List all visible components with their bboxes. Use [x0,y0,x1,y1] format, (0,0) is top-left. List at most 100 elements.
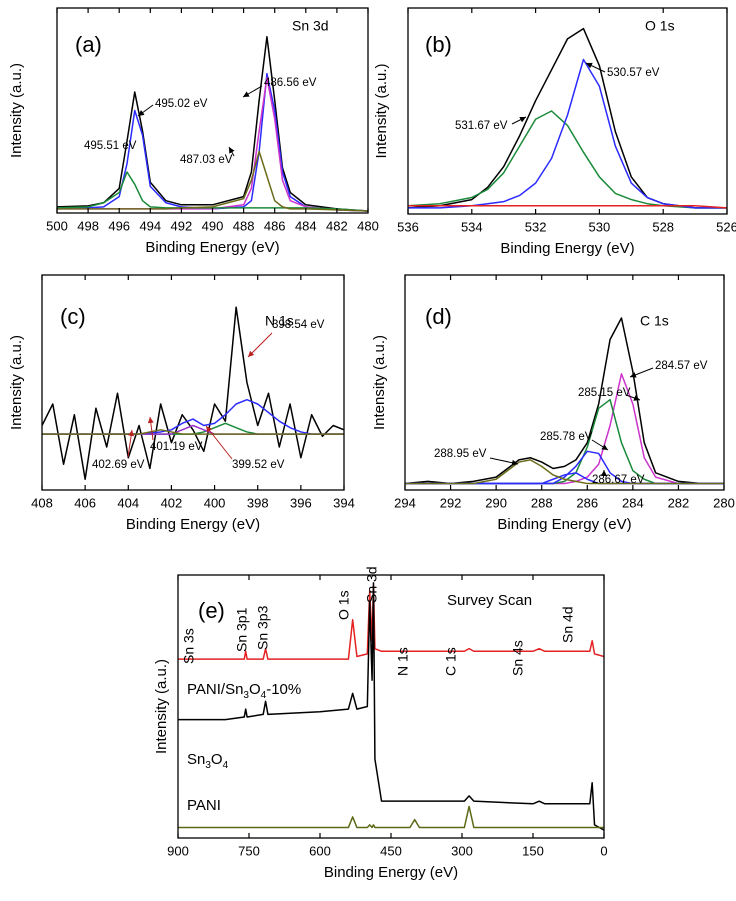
annotation: N 1s [395,647,411,676]
annotation-arrow [585,62,606,73]
annotation: 285.15 eV [578,387,631,399]
panel-letter: (a) [75,32,102,57]
annotation-arrow [511,116,527,125]
y-axis-label: Intensity (a.u.) [8,63,25,158]
x-axis-label: Binding Energy (eV) [497,516,631,533]
panel-letter: (c) [60,304,86,329]
x-tick-label: 406 [74,495,96,510]
panel: 408 406 404 402 400 398 396 394 Binding Energy (… [8,274,355,533]
x-tick-label: 498 [77,218,99,233]
annotation-arrow [591,439,609,451]
annotation-arrow [137,104,154,117]
x-tick-label: 300 [451,843,473,858]
annotation-arrow [228,146,235,157]
x-axis-label: Binding Energy (eV) [126,516,260,533]
x-tick-label: 528 [652,219,674,234]
x-tick-label: 404 [117,495,139,510]
annotation: Sn 3p3 [255,605,271,650]
series-label: Sn3O4 [187,751,229,771]
x-tick-label: 480 [357,218,379,233]
x-tick-label: 492 [171,218,193,233]
plot-frame [41,274,345,491]
x-tick-label: 290 [485,495,507,510]
annotation: 284.57 eV [655,360,708,372]
annotation: 486.56 eV [264,77,317,89]
annotation: 285.78 eV [540,431,593,443]
x-tick-label: 396 [290,495,312,510]
annotation: 531.67 eV [455,120,508,132]
panel-title: Sn 3d [292,18,329,34]
spectrum-line [408,27,727,209]
panel-title: Survey Scan [447,592,532,609]
panel: 536 534 532 530 528 526 Binding Energy (eV) Int… [373,7,736,257]
spectrum-line [405,459,724,485]
annotation-arrow [489,457,519,466]
annotation-arrow [147,416,154,441]
plot-frame [407,7,728,215]
annotation: 495.02 eV [155,98,208,110]
annotation-arrow [625,394,641,401]
x-tick-label: 750 [238,843,260,858]
panel-title: C 1s [640,313,669,329]
x-tick-label: 488 [233,218,255,233]
x-tick-label: 280 [713,495,735,510]
spectrum-line [405,317,724,485]
panel-title: N 1s [265,313,294,329]
annotation-arrow [127,429,135,458]
annotation: Sn 3s [181,628,197,664]
y-axis-label: Intensity (a.u.) [371,335,388,430]
annotation: 402.69 eV [92,459,145,471]
x-tick-label: 900 [167,843,189,858]
spectrum-line [408,110,727,209]
x-tick-label: 494 [139,218,161,233]
x-tick-label: 482 [326,218,348,233]
annotation: 288.95 eV [434,448,487,460]
panel-title: O 1s [645,18,675,34]
plot-frame [404,274,725,491]
x-tick-label: 536 [397,219,419,234]
x-tick-label: 450 [380,843,402,858]
x-tick-label: 408 [31,495,53,510]
panel-letter: (b) [425,32,452,57]
spectrum-line [178,582,604,831]
spectrum-line [178,805,604,829]
x-tick-label: 284 [622,495,644,510]
x-tick-label: 288 [531,495,553,510]
x-tick-label: 294 [394,495,416,510]
x-tick-label: 402 [161,495,183,510]
panel-letter: (d) [425,304,452,329]
x-axis-label: Binding Energy (eV) [324,864,458,881]
x-tick-label: 286 [576,495,598,510]
annotation: Sn 4d [560,606,576,643]
annotation: Sn 3p1 [234,607,250,652]
x-tick-label: 532 [525,219,547,234]
plot-frame [56,7,369,214]
x-tick-label: 400 [204,495,226,510]
x-tick-label: 150 [522,843,544,858]
panel: PANI/Sn3O4-10% Sn3O4 PANI 900 750 600 450 300 15… [153,574,608,881]
annotation: 495.51 eV [84,140,137,152]
spectrum-line [42,429,344,435]
series-label: PANI/Sn3O4-10% [187,681,301,701]
annotation: 398.54 eV [272,319,325,331]
annotation: C 1s [443,647,459,676]
y-axis-label: Intensity (a.u.) [373,63,390,158]
annotation-arrow [629,367,654,378]
x-tick-label: 398 [247,495,269,510]
panel: 294 292 290 288 286 284 282 280 Binding Energy (… [371,274,735,533]
x-tick-label: 486 [264,218,286,233]
y-axis-label: Intensity (a.u.) [8,335,25,430]
spectrum-line [57,35,368,212]
x-axis-label: Binding Energy (eV) [500,240,634,257]
annotation-arrow [242,85,263,98]
x-tick-label: 530 [589,219,611,234]
spectrum-line [57,150,368,212]
spectrum-line [42,306,344,480]
panel-letter: (e) [198,598,225,623]
spectrum-line [408,205,727,209]
x-tick-label: 490 [202,218,224,233]
annotation: 286.67 eV [592,474,645,486]
x-axis-label: Binding Energy (eV) [145,239,279,256]
x-tick-label: 292 [440,495,462,510]
x-tick-label: 600 [309,843,331,858]
